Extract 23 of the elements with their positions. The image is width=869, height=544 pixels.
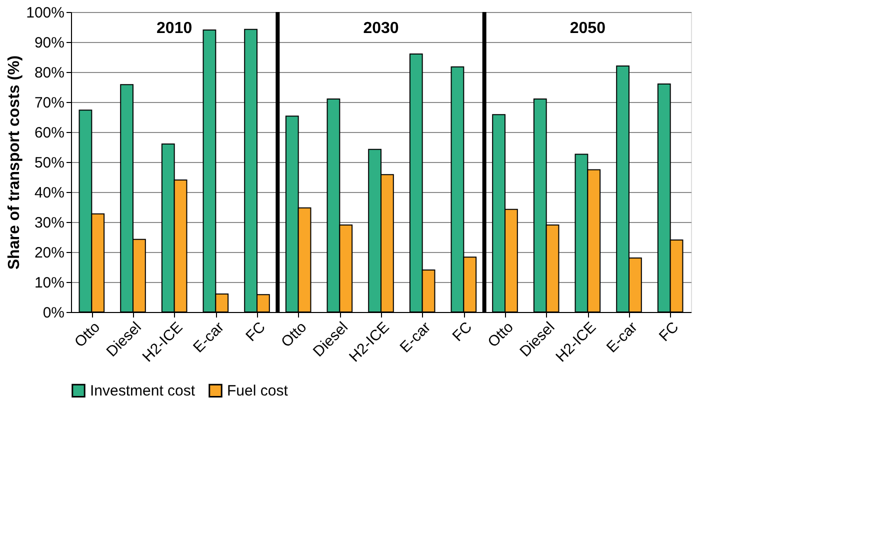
annotation: 2010	[156, 20, 192, 37]
y-tick-label: 100%	[26, 4, 64, 22]
x-tick-label: Otto	[278, 318, 310, 351]
y-axis-title: Share of transport costs (%)	[6, 55, 24, 270]
y-tick-label: 80%	[34, 64, 64, 82]
y-tick-label: 0%	[42, 304, 64, 322]
legend-label: Investment cost	[90, 382, 196, 400]
annotation: 2050	[570, 20, 606, 37]
y-tick-label: 20%	[34, 244, 64, 262]
y-tick-label: 10%	[34, 274, 64, 292]
annotation: 2030	[363, 20, 399, 37]
x-tick-label: FC	[242, 318, 269, 345]
y-tick-label: 90%	[34, 34, 64, 52]
y-tick-label: 40%	[34, 184, 64, 202]
x-tick-label: FC	[656, 318, 682, 345]
legend-label: Fuel cost	[227, 382, 289, 400]
x-tick-label: FC	[449, 318, 476, 345]
y-tick-label: 50%	[34, 154, 64, 172]
x-tick-label: Otto	[71, 318, 104, 351]
y-tick-label: 30%	[34, 214, 64, 232]
x-tick-label: Otto	[484, 318, 517, 351]
y-tick-label: 60%	[34, 124, 64, 142]
y-tick-label: 70%	[34, 94, 64, 112]
